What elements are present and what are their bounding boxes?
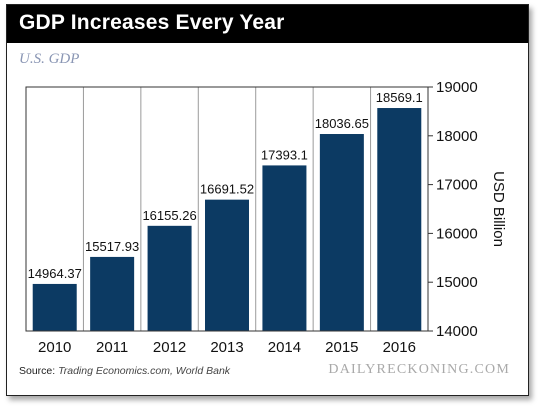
chart-frame: GDP Increases Every Year U.S. GDP 14964.… bbox=[6, 4, 529, 396]
data-label: 16691.52 bbox=[200, 182, 254, 197]
source-note: Source: Trading Economics.com, World Ban… bbox=[19, 365, 230, 377]
bar bbox=[90, 256, 135, 331]
x-tick-label: 2012 bbox=[153, 339, 186, 356]
y-tick-label: 16000 bbox=[436, 225, 478, 242]
bar bbox=[377, 108, 422, 331]
data-label: 16155.26 bbox=[142, 208, 196, 223]
x-tick-label: 2011 bbox=[96, 339, 128, 356]
bar bbox=[319, 134, 364, 331]
x-tick-label: 2016 bbox=[383, 339, 416, 356]
axis-layer: 14000 15000 16000 17000 18000 19000 USD Billio… bbox=[25, 79, 507, 340]
chart-subtitle: U.S. GDP bbox=[19, 51, 80, 67]
bar bbox=[32, 283, 77, 331]
label-layer: 14964.37 2010 15517.93 2011 16155.26 2012 1669… bbox=[28, 90, 423, 356]
y-tick-label: 17000 bbox=[436, 177, 478, 194]
data-label: 18569.1 bbox=[376, 90, 423, 105]
data-label: 14964.37 bbox=[28, 266, 82, 281]
x-tick-label: 2015 bbox=[325, 339, 358, 356]
y-axis-title: USD Billion bbox=[490, 171, 507, 247]
data-label: 18036.65 bbox=[315, 116, 369, 131]
source-label: Source: bbox=[19, 365, 56, 377]
title-bar: GDP Increases Every Year bbox=[7, 5, 528, 43]
brand-watermark: DAILYRECKONING.COM bbox=[328, 362, 510, 377]
y-tick-label: 18000 bbox=[436, 128, 478, 145]
y-tick-label: 15000 bbox=[436, 274, 478, 291]
chart-title: GDP Increases Every Year bbox=[19, 11, 285, 34]
x-tick-label: 2013 bbox=[210, 339, 243, 356]
source-text: Trading Economics.com, World Bank bbox=[58, 365, 231, 377]
plot-border bbox=[25, 86, 429, 332]
grid-layer bbox=[82, 87, 372, 331]
x-tick-label: 2010 bbox=[38, 339, 71, 356]
data-label: 15517.93 bbox=[85, 239, 139, 254]
x-tick-label: 2014 bbox=[268, 339, 301, 356]
y-tick-label: 19000 bbox=[436, 79, 478, 96]
bar bbox=[147, 225, 192, 331]
y-tick-label: 14000 bbox=[436, 323, 478, 340]
bar-layer bbox=[32, 108, 422, 331]
bar bbox=[205, 199, 249, 331]
bar bbox=[262, 165, 307, 331]
data-label: 17393.1 bbox=[261, 147, 308, 162]
bar-chart: 14964.37 2010 15517.93 2011 16155.26 2012 1669… bbox=[25, 79, 507, 356]
